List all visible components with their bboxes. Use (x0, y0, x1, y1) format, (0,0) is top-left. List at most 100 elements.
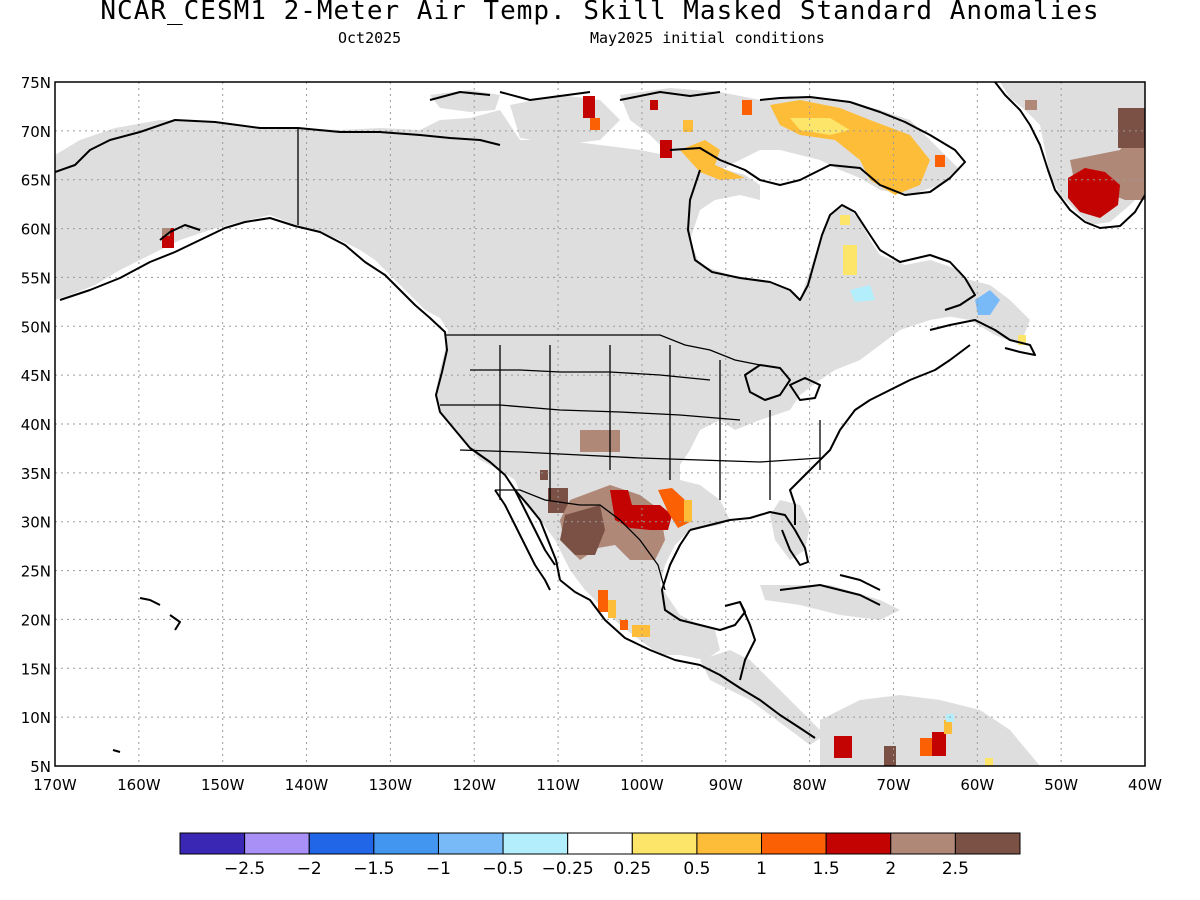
anomaly-newfoundland-yellow (1018, 335, 1026, 345)
lon-tick-label: 140W (285, 776, 329, 794)
political-borders (297, 128, 821, 591)
anomaly-arctic-yellow (683, 120, 693, 132)
colorbar-tick-label: −1 (426, 859, 451, 879)
colorbar-swatch (567, 832, 633, 855)
lat-tick-label: 30N (21, 514, 51, 532)
colorbar-swatch (696, 832, 763, 855)
anomaly-baffin-south (680, 140, 745, 180)
latitude-labels: 75N 70N 65N 60N 55N 50N 45N 40N 35N 30N 25N 20N 15N 1… (21, 74, 51, 776)
anomaly-greenland-dark-2 (1025, 100, 1037, 110)
colorbar-tick-label: 0.25 (613, 859, 651, 879)
lon-tick-label: 150W (201, 776, 245, 794)
colorbar-swatch (437, 832, 504, 855)
anomaly-colorado (580, 430, 620, 452)
anomaly-wmexico-yellow-2 (632, 625, 650, 637)
colorbar-swatch (890, 832, 956, 855)
lon-tick-label: 80W (793, 776, 827, 794)
init-conditions: May2025 initial conditions (590, 29, 825, 47)
lon-tick-label: 130W (369, 776, 413, 794)
lat-tick-label: 10N (21, 709, 51, 727)
lon-tick-label: 160W (117, 776, 161, 794)
anomaly-baffin-red (660, 140, 672, 158)
anomaly-mexico-dark (560, 505, 605, 555)
colorbar-tick-label: −2 (297, 859, 322, 879)
lat-tick-label: 50N (21, 318, 51, 336)
graticule (55, 82, 1145, 766)
anomaly-hudson-blue (850, 285, 875, 302)
anomaly-alaska-brown (162, 228, 170, 236)
coastlines (55, 82, 1145, 753)
lat-tick-label: 25N (21, 563, 51, 581)
lat-tick-label: 65N (21, 172, 51, 190)
colorbar-swatch (308, 832, 375, 855)
lon-tick-label: 90W (709, 776, 743, 794)
colorbar-tick-label: −0.25 (542, 859, 594, 879)
anomaly-hudson-yellow (843, 245, 857, 275)
anomaly-arctic-red-1 (583, 96, 595, 118)
longitude-labels: 170W 160W 150W 140W 130W 120W 110W 100W 90W 80W 70… (33, 776, 1162, 794)
anomaly-texas-orange (658, 488, 690, 528)
lat-tick-label: 60N (21, 221, 51, 239)
anomaly-patches (162, 96, 1145, 766)
anomaly-hudson-yellow-2 (840, 215, 850, 225)
anomaly-colombia (834, 736, 852, 758)
anomaly-wmexico-red (620, 620, 628, 630)
colorbar-tick-label: 1 (756, 859, 767, 879)
colorbar-tick-label: −2.5 (224, 859, 265, 879)
lat-tick-label: 55N (21, 269, 51, 287)
target-month: Oct2025 (338, 29, 402, 47)
lon-tick-label: 120W (452, 776, 496, 794)
colorbar-tick-label: 1.5 (813, 859, 840, 879)
lat-tick-label: 5N (30, 758, 51, 776)
anomaly-wmexico-yellow (608, 600, 616, 618)
anomaly-labrador-blue (975, 290, 1000, 315)
anomaly-arctic-red-3 (650, 100, 658, 110)
lon-tick-label: 50W (1044, 776, 1078, 794)
anomaly-greenland-dark (1118, 108, 1145, 148)
colorbar-tick-label: 2 (885, 859, 896, 879)
lat-tick-label: 35N (21, 465, 51, 483)
colorbar-tick-label: 0.5 (683, 859, 710, 879)
anomaly-guyana-yellow (985, 758, 993, 766)
lon-tick-label: 110W (536, 776, 580, 794)
anomaly-colombia-brown (884, 746, 896, 766)
colorbar-swatch (244, 832, 310, 855)
colorbar-swatch (954, 832, 1021, 855)
anomaly-greenland-red (1068, 168, 1120, 218)
lon-tick-label: 100W (620, 776, 664, 794)
lon-tick-label: 170W (33, 776, 77, 794)
lat-tick-label: 40N (21, 416, 51, 434)
colorbar-swatch (761, 832, 827, 855)
colorbar-swatch (825, 832, 892, 855)
colorbar-labels: −2.5 −2 −1.5 −1 −0.5 −0.25 0.25 0.5 1 1.5 2 2.5 (224, 859, 969, 879)
colorbar-tick-label: 2.5 (942, 859, 969, 879)
map-title: NCAR_CESM1 2-Meter Air Temp. Skill Maske… (100, 0, 1100, 26)
lon-tick-label: 60W (960, 776, 994, 794)
anomaly-arizona-dark (548, 488, 568, 513)
anomaly-arctic-orange (742, 100, 752, 115)
anomaly-greenland-orange (935, 155, 945, 167)
lat-tick-label: 20N (21, 611, 51, 629)
anomaly-texas-yellow (684, 500, 692, 522)
lat-tick-label: 15N (21, 660, 51, 678)
colorbar (179, 832, 1021, 855)
lat-tick-label: 75N (21, 74, 51, 92)
colorbar-tick-label: −0.5 (482, 859, 523, 879)
anomaly-venezuela-red (920, 738, 932, 756)
lat-tick-label: 70N (21, 123, 51, 141)
anomaly-arctic-red-2 (590, 118, 600, 130)
lon-tick-label: 70W (877, 776, 911, 794)
colorbar-swatch (373, 832, 439, 855)
plot-frame (54, 81, 1146, 767)
colorbar-swatch (179, 832, 246, 855)
anomaly-wmexico-orange (598, 590, 608, 612)
anomaly-arizona-small (540, 470, 548, 480)
anomaly-texas-red (610, 490, 672, 530)
lon-tick-label: 40W (1128, 776, 1162, 794)
colorbar-tick-label: −1.5 (353, 859, 394, 879)
lat-tick-label: 45N (21, 367, 51, 385)
colorbar-swatch (502, 832, 569, 855)
anomaly-venezuela-yellow (944, 720, 952, 734)
colorbar-swatch (631, 832, 698, 855)
